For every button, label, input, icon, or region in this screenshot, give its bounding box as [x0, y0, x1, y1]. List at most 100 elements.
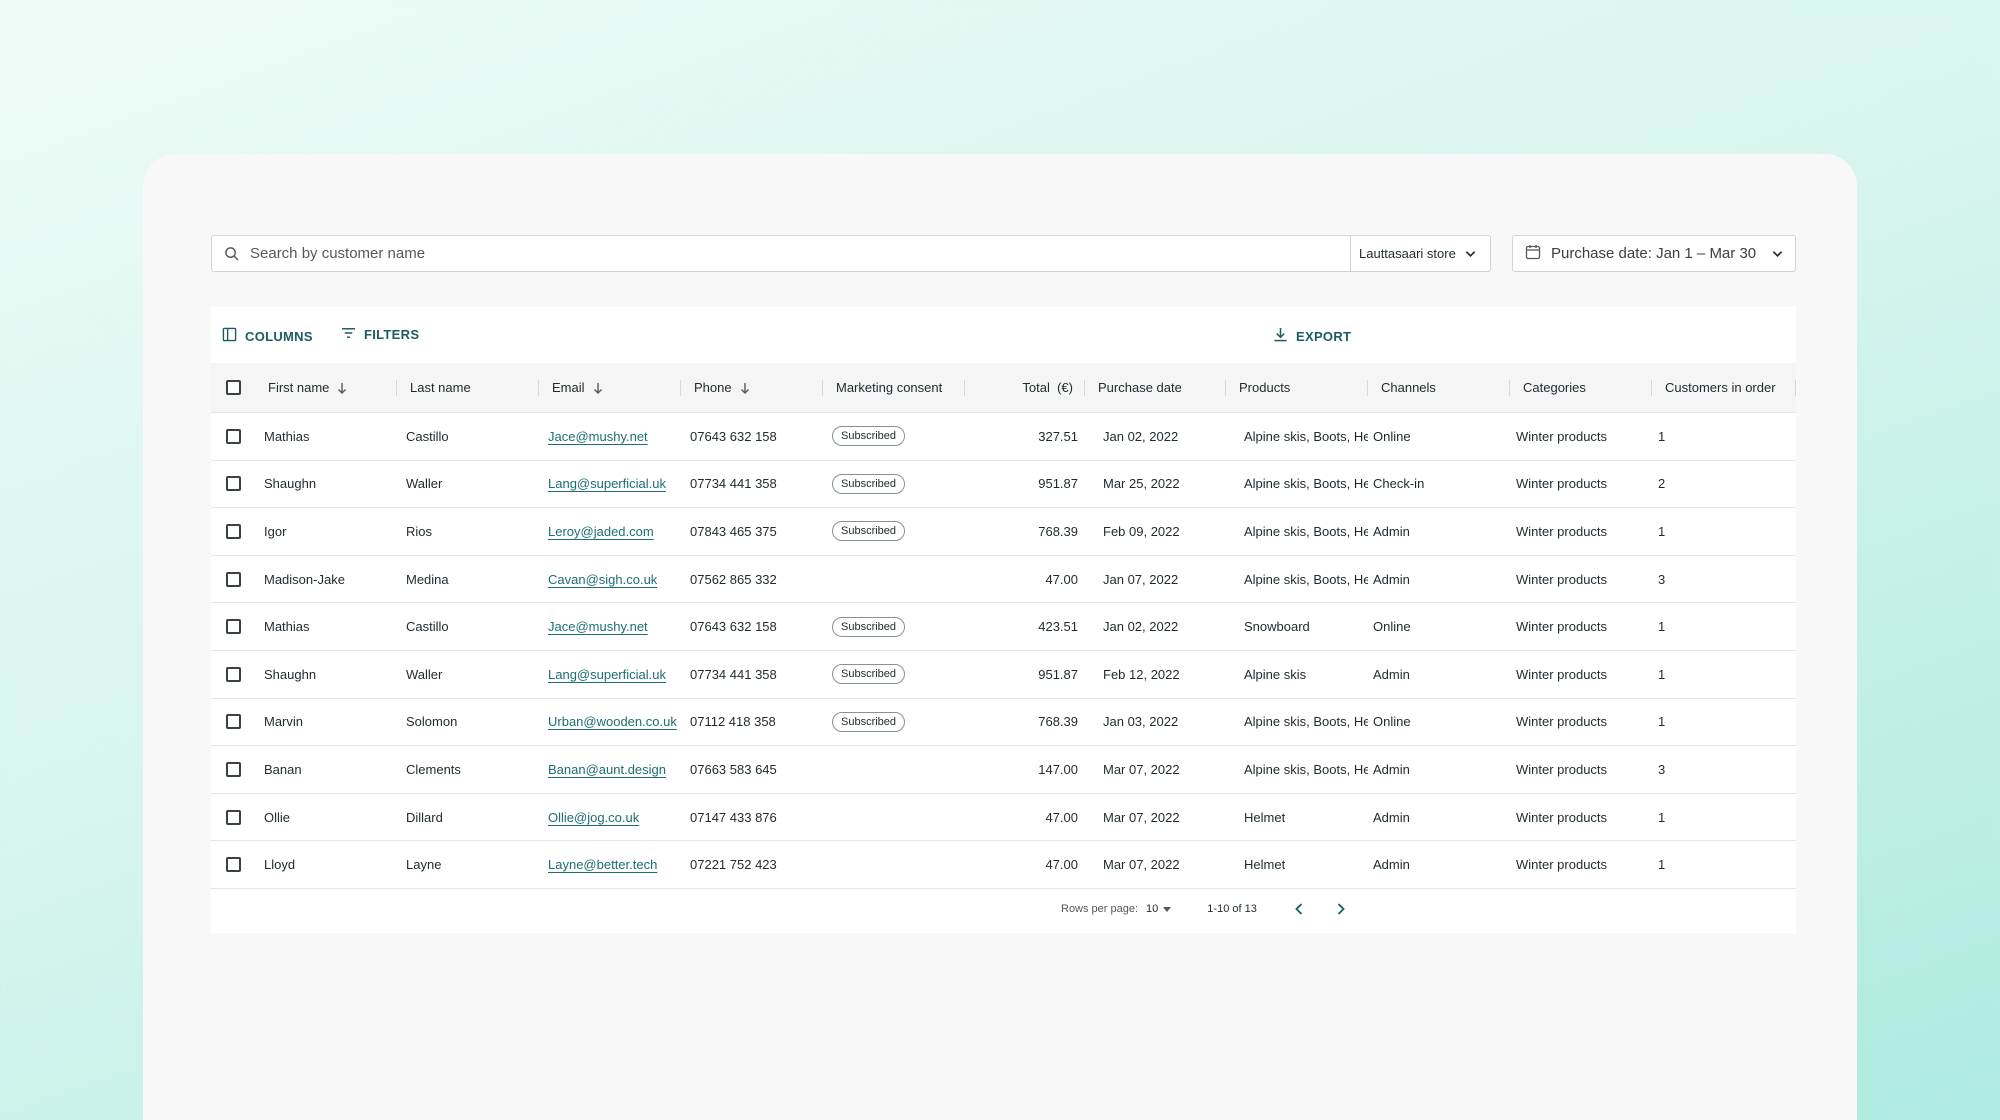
columns-label: COLUMNS [245, 328, 313, 344]
cell-phone: 07734 441 358 [690, 666, 777, 682]
email-link[interactable]: Ollie@jog.co.uk [548, 809, 640, 825]
consent-badge: Subscribed [832, 616, 906, 637]
cell-total: 47.00 [1045, 571, 1078, 587]
header-categories[interactable]: Categories [1510, 363, 1652, 412]
email-link[interactable]: Jace@mushy.net [548, 428, 648, 444]
cell-channels: Admin [1373, 761, 1410, 777]
row-checkbox[interactable] [225, 809, 241, 825]
header-channels[interactable]: Channels [1368, 363, 1510, 412]
email-link[interactable]: Jace@mushy.net [548, 619, 648, 635]
arrow-down-icon[interactable] [337, 382, 347, 394]
header-last-name-label: Last name [410, 380, 471, 395]
cell-marketing-consent: Subscribed [823, 508, 965, 555]
cell-marketing-consent [823, 556, 965, 603]
header-first-name[interactable]: First name [255, 363, 397, 412]
cell-purchase-date: Jan 02, 2022 [1103, 428, 1179, 444]
cell-categories: Winter products [1516, 857, 1608, 873]
header-email[interactable]: Email [539, 363, 681, 412]
header-marketing-consent[interactable]: Marketing consent [823, 363, 965, 412]
cell-categories: Winter products [1516, 666, 1608, 682]
table-row[interactable]: Lloyd Layne Layne@better.tech 07221 752 … [211, 841, 1796, 889]
cell-phone: 07843 465 375 [690, 523, 777, 539]
search-input[interactable] [250, 236, 1350, 271]
cell-email: Lang@superficial.uk [539, 651, 681, 698]
table-row[interactable]: Marvin Solomon Urban@wooden.co.uk 07112 … [211, 699, 1796, 747]
row-checkbox[interactable] [225, 476, 241, 492]
row-checkbox[interactable] [225, 619, 241, 635]
cell-purchase-date: Mar 07, 2022 [1103, 857, 1180, 873]
table-row[interactable]: Madison-Jake Medina Cavan@sigh.co.uk 075… [211, 556, 1796, 604]
calendar-icon [1525, 244, 1541, 264]
cell-products: Alpine skis, Boots, He.. [1226, 461, 1368, 508]
header-phone[interactable]: Phone [681, 363, 823, 412]
cell-first-name: Mathias [264, 428, 310, 444]
row-checkbox-cell [211, 556, 255, 603]
cell-channels: Admin [1373, 809, 1410, 825]
cell-email: Jace@mushy.net [539, 603, 681, 650]
email-link[interactable]: Lang@superficial.uk [548, 666, 666, 682]
email-link[interactable]: Urban@wooden.co.uk [548, 714, 677, 730]
cell-phone: 07734 441 358 [690, 476, 777, 492]
table-row[interactable]: Shaughn Waller Lang@superficial.uk 07734… [211, 461, 1796, 509]
cell-marketing-consent: Subscribed [823, 461, 965, 508]
cell-channels: Online [1373, 714, 1411, 730]
table-row[interactable]: Banan Clements Banan@aunt.design 07663 5… [211, 746, 1796, 794]
cell-first-name: Igor [264, 523, 287, 539]
email-link[interactable]: Banan@aunt.design [548, 761, 667, 777]
header-first-name-label: First name [268, 380, 330, 395]
arrow-down-icon[interactable] [740, 382, 750, 394]
cell-email: Layne@better.tech [539, 841, 681, 888]
table-row[interactable]: Igor Rios Leroy@jaded.com 07843 465 375 … [211, 508, 1796, 556]
customers-table-card: COLUMNS FILTERS EXPORT First name [211, 307, 1796, 933]
row-checkbox-cell [211, 461, 255, 508]
email-link[interactable]: Lang@superficial.uk [548, 476, 666, 492]
table-row[interactable]: Shaughn Waller Lang@superficial.uk 07734… [211, 651, 1796, 699]
table-row[interactable]: Ollie Dillard Ollie@jog.co.uk 07147 433 … [211, 794, 1796, 842]
filters-button[interactable]: FILTERS [341, 327, 419, 342]
row-checkbox-cell [211, 603, 255, 650]
cell-channels: Admin [1373, 666, 1410, 682]
header-customers-in-order[interactable]: Customers in order [1652, 363, 1796, 412]
chevron-left-icon[interactable] [1295, 903, 1303, 915]
arrow-down-icon[interactable] [593, 382, 603, 394]
header-categories-label: Categories [1523, 380, 1586, 395]
cell-last-name: Medina [406, 571, 449, 587]
cell-products: Helmet [1226, 841, 1368, 888]
select-all-checkbox[interactable] [225, 380, 241, 395]
cell-phone: 07221 752 423 [690, 857, 777, 873]
products-text: Snowboard [1244, 619, 1310, 635]
row-checkbox[interactable] [225, 714, 241, 730]
store-select[interactable]: Lauttasaari store [1350, 236, 1490, 271]
row-checkbox[interactable] [225, 761, 241, 777]
table-row[interactable]: Mathias Castillo Jace@mushy.net 07643 63… [211, 413, 1796, 461]
row-checkbox[interactable] [225, 666, 241, 682]
table-body: Mathias Castillo Jace@mushy.net 07643 63… [211, 413, 1796, 889]
cell-email: Cavan@sigh.co.uk [539, 556, 681, 603]
table-row[interactable]: Mathias Castillo Jace@mushy.net 07643 63… [211, 603, 1796, 651]
row-checkbox[interactable] [225, 428, 241, 444]
row-checkbox[interactable] [225, 523, 241, 539]
email-link[interactable]: Leroy@jaded.com [548, 523, 654, 539]
rows-per-page-select[interactable]: 10 [1146, 903, 1172, 915]
chevron-right-icon[interactable] [1337, 903, 1345, 915]
header-products[interactable]: Products [1226, 363, 1368, 412]
export-button[interactable]: EXPORT [1273, 327, 1351, 345]
row-checkbox[interactable] [225, 857, 241, 873]
purchase-date-filter[interactable]: Purchase date: Jan 1 – Mar 30 [1512, 235, 1796, 272]
cell-first-name: Madison-Jake [264, 571, 345, 587]
products-text: Alpine skis, Boots, He.. [1244, 714, 1368, 730]
email-link[interactable]: Cavan@sigh.co.uk [548, 571, 658, 587]
header-purchase-date[interactable]: Purchase date [1085, 363, 1226, 412]
row-checkbox-cell [211, 508, 255, 555]
header-total[interactable]: Total (€) [965, 363, 1085, 412]
cell-categories: Winter products [1516, 714, 1608, 730]
email-link[interactable]: Layne@better.tech [548, 857, 658, 873]
cell-first-name: Shaughn [264, 476, 317, 492]
cell-products: Alpine skis, Boots, He.. [1226, 556, 1368, 603]
cell-last-name: Layne [406, 857, 442, 873]
columns-button[interactable]: COLUMNS [222, 327, 313, 345]
row-checkbox[interactable] [225, 571, 241, 587]
cell-marketing-consent: Subscribed [823, 651, 965, 698]
header-last-name[interactable]: Last name [397, 363, 539, 412]
cell-marketing-consent [823, 746, 965, 793]
